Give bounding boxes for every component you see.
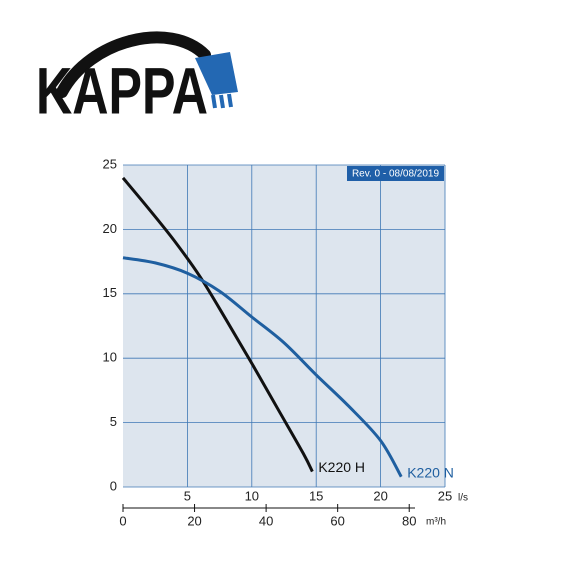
annotation-box [347, 166, 444, 181]
chart: 0 5 10 15 20 25 5 10 15 20 25 l/s 0 20 40 60 80 m³/h Rev. … [103, 156, 468, 528]
logo: KAPPA [36, 31, 238, 127]
x2-tick-label: 80 [402, 513, 416, 528]
x-tick-label: 20 [373, 488, 387, 503]
series-label: K220 H [318, 459, 365, 475]
curve [122, 256, 403, 478]
x-tick-label: 25 [438, 488, 452, 503]
y-tick-label: 20 [103, 221, 117, 236]
x-tick-label: 15 [309, 488, 323, 503]
x2-tick-label: 60 [330, 513, 344, 528]
logo-bucket [195, 52, 238, 95]
x2-axis-label: m³/h [426, 517, 446, 528]
x-tick-label: 5 [184, 488, 191, 503]
y-tick-label: 25 [103, 156, 117, 171]
x2-tick-label: 20 [187, 513, 201, 528]
y-tick-label: 15 [103, 285, 117, 300]
annotation-text: Rev. 0 - 08/08/2019 [352, 169, 440, 180]
y-tick-label: 5 [110, 414, 117, 429]
logo-arc [56, 31, 211, 98]
x2-tick-label: 0 [119, 513, 126, 528]
y-tick-label: 0 [110, 478, 117, 493]
logo-teeth [211, 93, 233, 109]
annotation [347, 166, 444, 181]
x-axis-label: l/s [458, 493, 468, 504]
series-label: K220 N [407, 464, 454, 480]
plot-area [123, 165, 445, 487]
curve [121, 176, 314, 473]
x2-tick-label: 40 [259, 513, 273, 528]
y-tick-label: 10 [103, 350, 117, 365]
logo-text: KAPPA [36, 53, 208, 127]
x-tick-label: 10 [245, 488, 259, 503]
